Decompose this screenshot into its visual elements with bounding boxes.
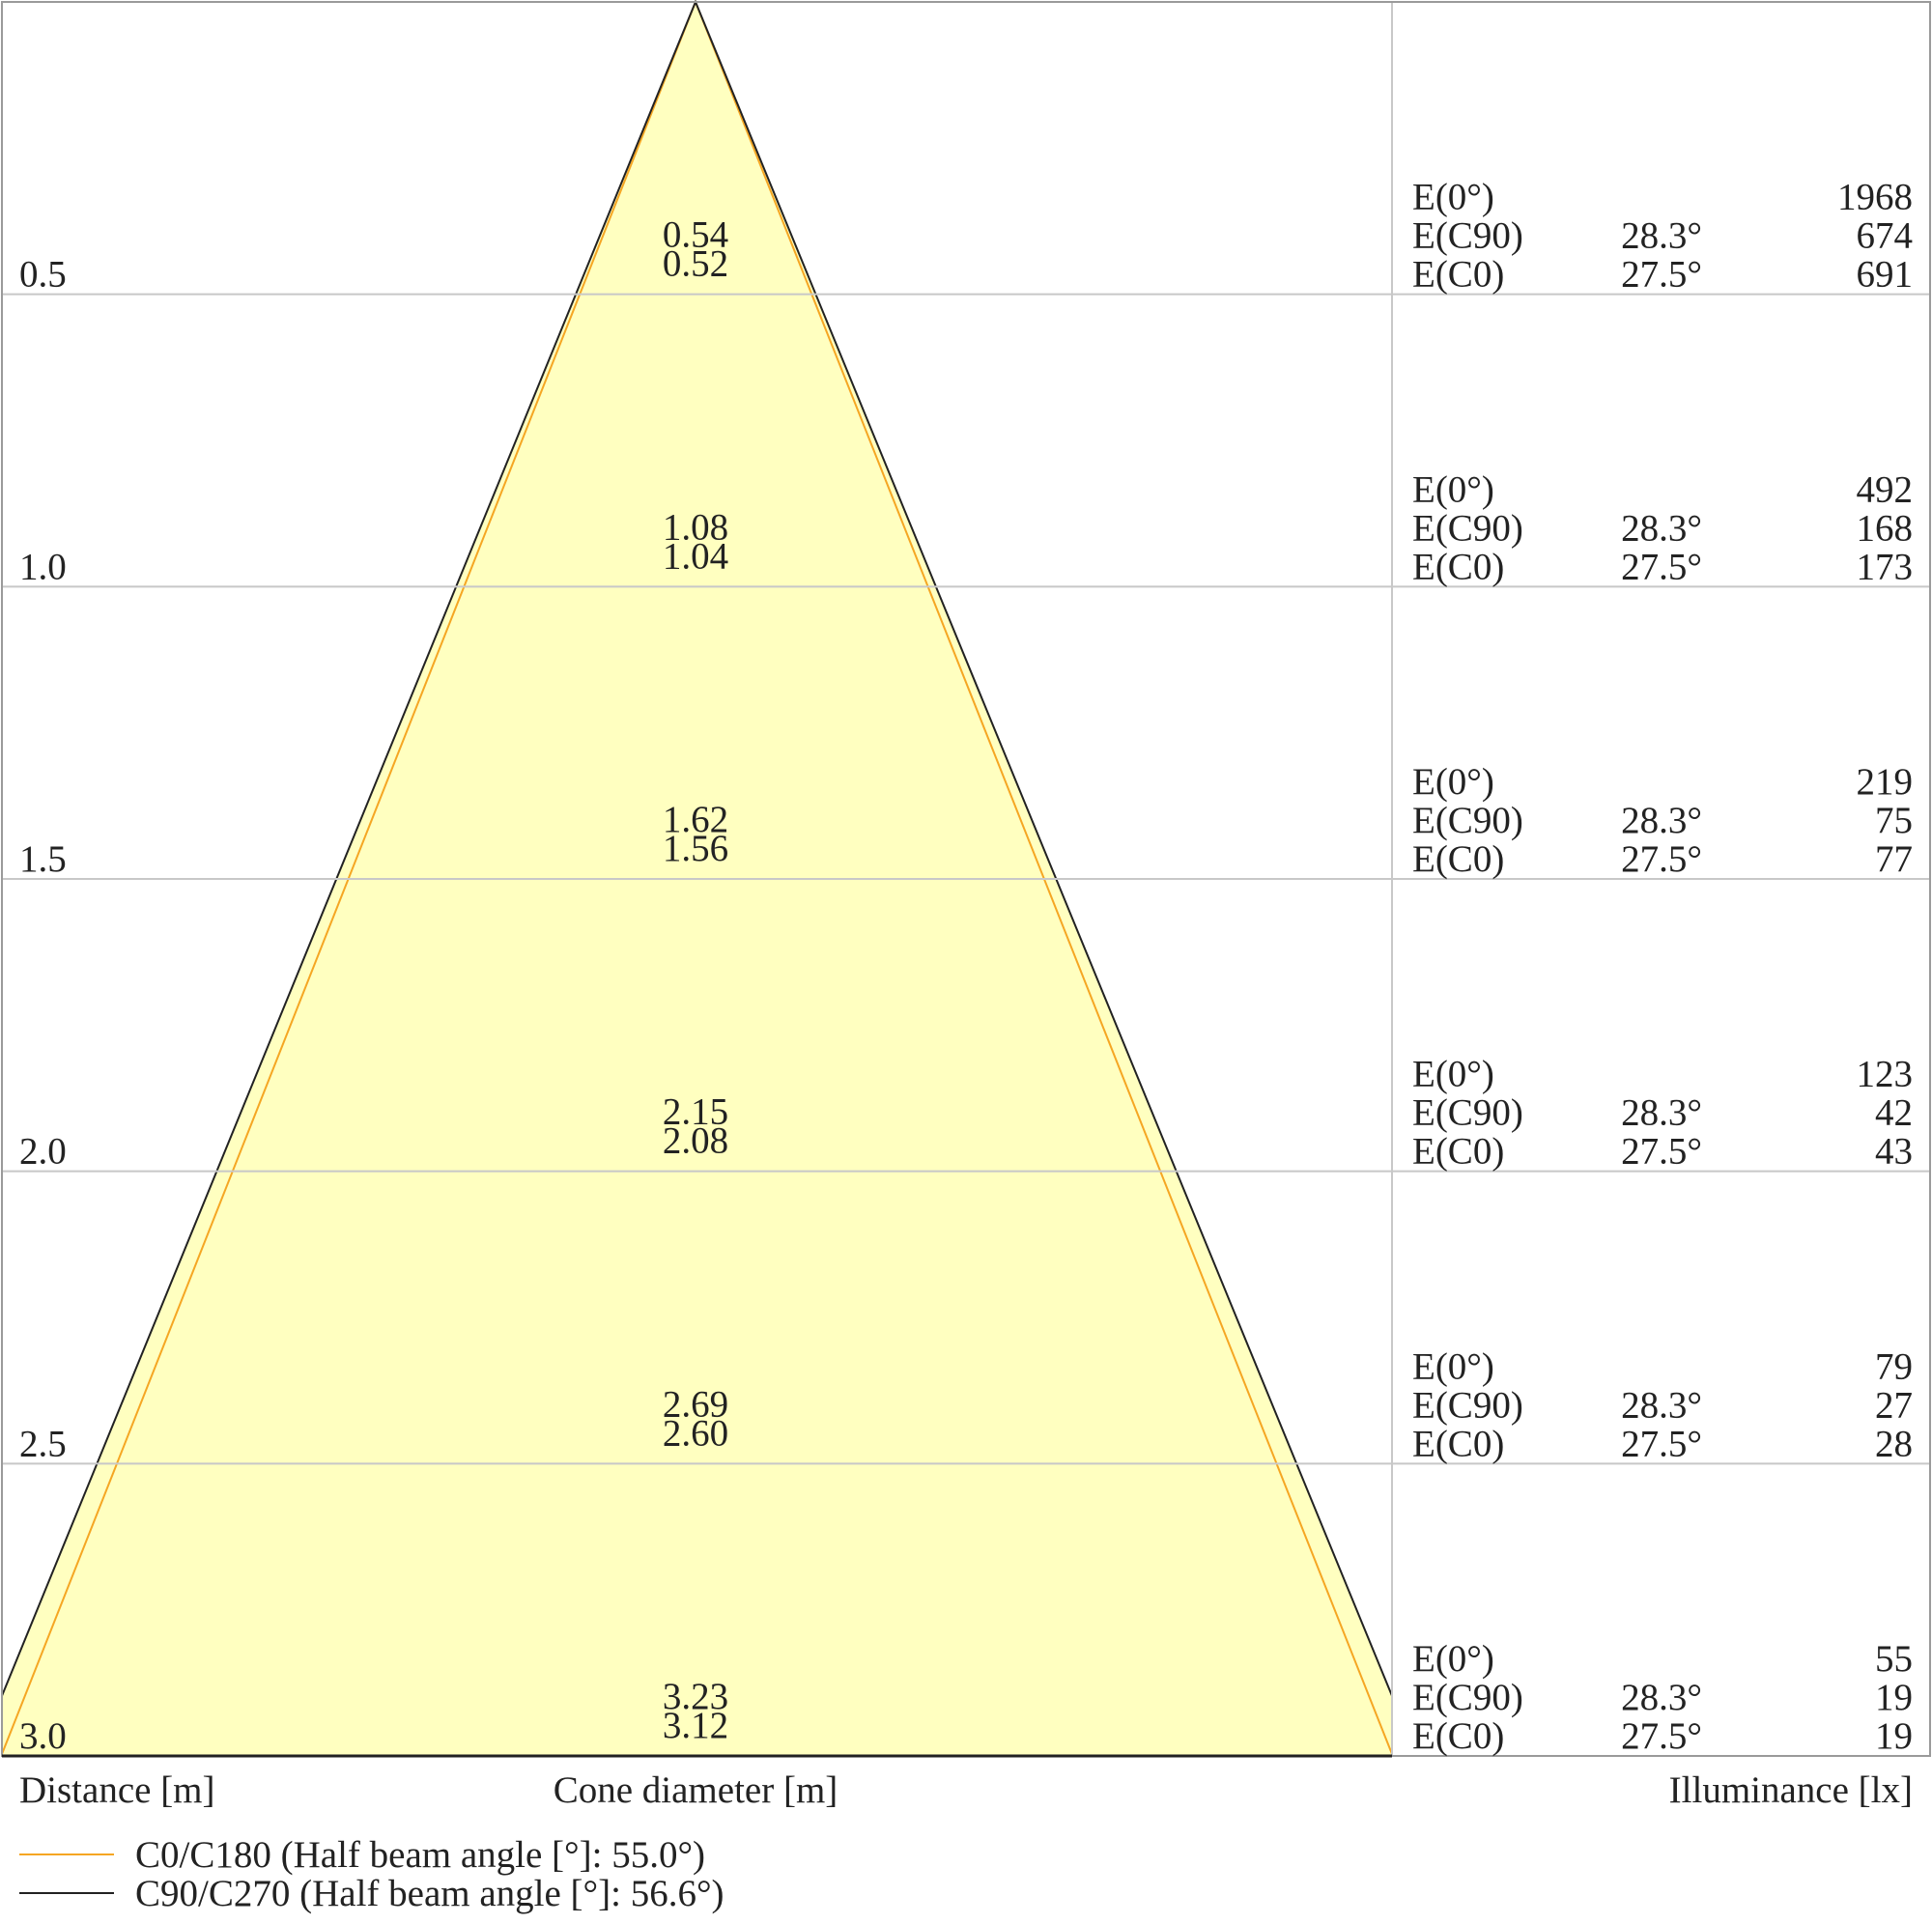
illuminance-ec90-label: E(C90) bbox=[1412, 507, 1523, 549]
illuminance-e0-value: 55 bbox=[1875, 1638, 1913, 1680]
legend: C0/C180 (Half beam angle [°]: 55.0°)C90/… bbox=[19, 1834, 724, 1914]
cone-diameter-c0-label: 1.04 bbox=[663, 535, 728, 577]
illuminance-ec0-label: E(C0) bbox=[1412, 254, 1504, 296]
distance-axis-label: Distance [m] bbox=[19, 1769, 215, 1811]
illuminance-e0-label: E(0°) bbox=[1412, 1345, 1494, 1387]
illuminance-ec0-value: 19 bbox=[1875, 1715, 1913, 1757]
illuminance-ec0-angle: 27.5° bbox=[1621, 1131, 1702, 1173]
cone-diameter-c90-label: 2.69 bbox=[663, 1383, 728, 1425]
illuminance-ec90-value: 75 bbox=[1875, 800, 1913, 841]
text-layer: 0.5 0.540.52 E(0°) 1968 E(C90) 28.3° 674 E(C0) 2… bbox=[19, 177, 1913, 1811]
cone-diameter-c90-label: 3.23 bbox=[663, 1676, 728, 1717]
illuminance-ec0-value: 77 bbox=[1875, 838, 1913, 880]
illuminance-e0-value: 219 bbox=[1857, 761, 1914, 803]
illuminance-ec0-label: E(C0) bbox=[1412, 838, 1504, 880]
illuminance-ec0-angle: 27.5° bbox=[1621, 254, 1702, 296]
illuminance-ec0-label: E(C0) bbox=[1412, 1131, 1504, 1173]
illuminance-ec0-label: E(C0) bbox=[1412, 1423, 1504, 1464]
illuminance-ec90-label: E(C90) bbox=[1412, 1677, 1523, 1718]
illuminance-ec90-angle: 28.3° bbox=[1621, 1677, 1702, 1718]
illuminance-e0-label: E(0°) bbox=[1412, 468, 1494, 510]
illuminance-ec90-angle: 28.3° bbox=[1621, 1092, 1702, 1134]
illuminance-ec90-label: E(C90) bbox=[1412, 800, 1523, 841]
illuminance-ec0-value: 43 bbox=[1875, 1131, 1913, 1173]
cone-diameter-c90-label: 1.62 bbox=[663, 799, 728, 840]
illuminance-ec90-value: 19 bbox=[1875, 1677, 1913, 1718]
cone-diameter-c0-label: 2.60 bbox=[663, 1412, 728, 1454]
illuminance-ec0-angle: 27.5° bbox=[1621, 546, 1702, 587]
cone-diameter-c0-label: 0.52 bbox=[663, 243, 728, 285]
illuminance-ec0-value: 173 bbox=[1857, 546, 1914, 587]
illuminance-ec90-angle: 28.3° bbox=[1621, 507, 1702, 549]
cone-diameter-c90-label: 2.15 bbox=[663, 1091, 728, 1133]
illuminance-ec0-label: E(C0) bbox=[1412, 1715, 1504, 1757]
illuminance-e0-label: E(0°) bbox=[1412, 1638, 1494, 1680]
illuminance-axis-label: Illuminance [lx] bbox=[1669, 1769, 1913, 1811]
illuminance-e0-label: E(0°) bbox=[1412, 177, 1494, 218]
illuminance-e0-value: 123 bbox=[1857, 1054, 1914, 1095]
illuminance-ec0-value: 28 bbox=[1875, 1423, 1913, 1464]
cone-diameter-c0-label: 2.08 bbox=[663, 1120, 728, 1162]
illuminance-e0-label: E(0°) bbox=[1412, 1054, 1494, 1095]
illuminance-ec90-value: 674 bbox=[1857, 215, 1914, 257]
illuminance-e0-value: 492 bbox=[1857, 468, 1914, 510]
illuminance-ec0-angle: 27.5° bbox=[1621, 1423, 1702, 1464]
illuminance-ec90-label: E(C90) bbox=[1412, 215, 1523, 257]
illuminance-ec90-value: 27 bbox=[1875, 1384, 1913, 1426]
distance-tick-label: 0.5 bbox=[19, 254, 67, 296]
distance-tick-label: 2.0 bbox=[19, 1131, 67, 1173]
illuminance-ec90-angle: 28.3° bbox=[1621, 215, 1702, 257]
illuminance-ec90-angle: 28.3° bbox=[1621, 800, 1702, 841]
illuminance-ec90-angle: 28.3° bbox=[1621, 1384, 1702, 1426]
illuminance-ec90-label: E(C90) bbox=[1412, 1092, 1523, 1134]
legend-label: C0/C180 (Half beam angle [°]: 55.0°) bbox=[135, 1834, 705, 1876]
illuminance-e0-value: 1968 bbox=[1837, 177, 1913, 218]
illuminance-ec90-value: 168 bbox=[1857, 507, 1914, 549]
illuminance-ec0-value: 691 bbox=[1857, 254, 1914, 296]
illuminance-ec0-angle: 27.5° bbox=[1621, 1715, 1702, 1757]
illuminance-ec0-angle: 27.5° bbox=[1621, 838, 1702, 880]
illuminance-ec90-label: E(C90) bbox=[1412, 1384, 1523, 1426]
cone-diameter-axis-label: Cone diameter [m] bbox=[554, 1769, 838, 1811]
cone-diameter-c0-label: 3.12 bbox=[663, 1705, 728, 1746]
distance-tick-label: 3.0 bbox=[19, 1715, 67, 1757]
distance-tick-label: 1.5 bbox=[19, 838, 67, 880]
cone-diameter-c90-label: 0.54 bbox=[663, 214, 728, 256]
legend-label: C90/C270 (Half beam angle [°]: 56.6°) bbox=[135, 1873, 724, 1914]
illuminance-ec90-value: 42 bbox=[1875, 1092, 1913, 1134]
distance-tick-label: 1.0 bbox=[19, 546, 67, 587]
illuminance-e0-value: 79 bbox=[1875, 1345, 1913, 1387]
cone-diameter-c90-label: 1.08 bbox=[663, 506, 728, 548]
illuminance-ec0-label: E(C0) bbox=[1412, 546, 1504, 587]
illuminance-e0-label: E(0°) bbox=[1412, 761, 1494, 803]
distance-tick-label: 2.5 bbox=[19, 1423, 67, 1464]
grid-layer bbox=[1, 1, 1931, 1758]
cone-diameter-c0-label: 1.56 bbox=[663, 828, 728, 869]
